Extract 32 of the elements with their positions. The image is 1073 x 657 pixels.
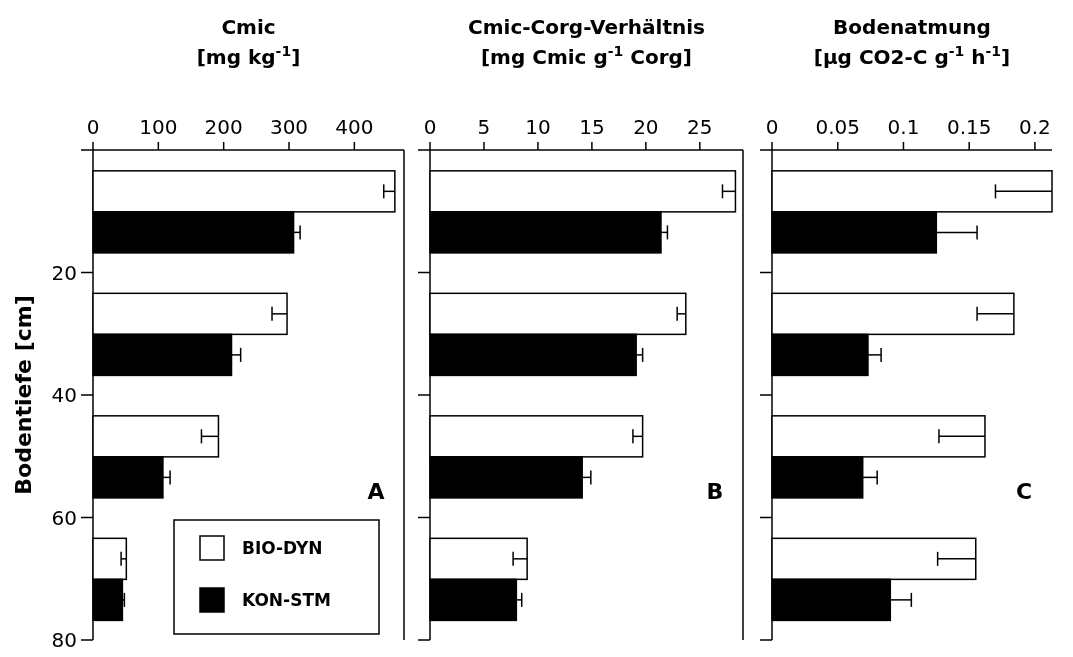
y-tick-label: 20 [51,260,77,285]
x-tick-label: 0 [765,115,779,139]
x-tick-label: 0.15 [946,115,992,139]
x-tick-label: 0 [423,115,437,139]
annotation: B [706,479,724,505]
chart-subtitle: [mg Cmic g$^{-1}$ Corg] [480,43,693,69]
x-tick-label: 0.1 [887,115,920,139]
x-tick-label: 10 [525,115,551,139]
y-tick-label: 40 [51,383,77,407]
x-tick-label: 100 [139,115,178,139]
x-tick-label: 15 [579,115,605,139]
y-axis-title: Bodentiefe [cm] [11,295,36,495]
chart-title: Cmic [221,15,276,39]
x-tick-label: 0.05 [815,115,860,139]
y-tick-label: 80 [51,628,77,652]
legend-label: KON-STM [242,589,331,610]
chart-title: Bodenatmung [833,15,991,39]
legend-label: BIO-DYN [242,537,323,558]
chart-subtitle: [mg kg$^{-1}$] [196,43,301,69]
x-tick-label: 200 [204,115,243,139]
chart-title: Cmic-Corg-Verhältnis [468,15,705,39]
x-tick-label: 400 [335,115,374,139]
x-tick-label: 0 [86,115,100,139]
x-tick-label: 20 [633,115,659,139]
x-tick-label: 5 [477,115,491,139]
x-tick-label: 0.2 [1019,115,1051,139]
x-tick-label: 300 [269,115,309,139]
annotation: C [1015,479,1033,505]
annotation: A [367,479,385,505]
chart-subtitle: [µg CO2-C g$^{-1}$ h$^{-1}$] [813,43,1011,69]
x-tick-label: 25 [687,115,713,139]
y-tick-label: 60 [51,505,77,530]
